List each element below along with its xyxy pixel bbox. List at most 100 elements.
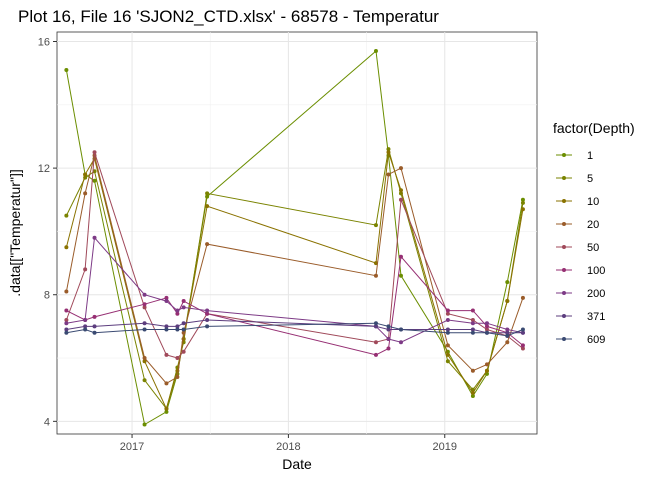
- data-point: [505, 340, 510, 345]
- legend-key-point: [562, 268, 566, 272]
- data-point: [520, 207, 525, 212]
- y-tick-label: 12: [38, 163, 50, 175]
- data-point: [398, 327, 403, 332]
- legend-item: 50: [556, 242, 599, 254]
- data-point: [386, 346, 391, 351]
- data-point: [373, 324, 378, 329]
- data-point: [398, 273, 403, 278]
- data-point: [470, 318, 475, 323]
- legend-item: 5: [556, 173, 593, 185]
- series-layer: [64, 48, 525, 427]
- series-line: [66, 322, 524, 337]
- data-point: [470, 308, 475, 313]
- data-point: [142, 327, 147, 332]
- data-point: [386, 337, 391, 342]
- legend-key-point: [562, 291, 566, 295]
- data-point: [64, 213, 69, 218]
- data-point: [373, 321, 378, 326]
- data-point: [164, 299, 169, 304]
- data-point: [164, 406, 169, 411]
- y-tick-label: 4: [44, 416, 50, 428]
- data-point: [505, 280, 510, 285]
- data-point: [386, 327, 391, 332]
- legend: factor(Depth) 1 5 10 20 50 100 200 371 609: [553, 120, 635, 346]
- data-point: [470, 394, 475, 399]
- data-point: [142, 292, 147, 297]
- chart-title: Plot 16, File 16 'SJON2_CTD.xlsx' - 6857…: [18, 7, 439, 26]
- data-point: [205, 324, 210, 329]
- data-point: [164, 352, 169, 357]
- series-line: [66, 236, 524, 343]
- data-point: [83, 318, 88, 323]
- data-point: [83, 267, 88, 272]
- data-point: [398, 166, 403, 171]
- data-point: [205, 204, 210, 209]
- x-tick-label: 2019: [433, 441, 457, 453]
- axis-ticks: 2017 2018 2019 4 8 12 16: [38, 36, 457, 453]
- data-point: [520, 327, 525, 332]
- data-point: [164, 295, 169, 300]
- data-point: [470, 330, 475, 335]
- data-point: [520, 295, 525, 300]
- data-point: [484, 324, 489, 329]
- data-point: [175, 375, 180, 380]
- data-point: [484, 368, 489, 373]
- data-point: [484, 327, 489, 332]
- x-axis-label: Date: [282, 456, 312, 472]
- data-point: [64, 308, 69, 313]
- data-point: [83, 324, 88, 329]
- legend-label: 20: [587, 219, 599, 231]
- data-point: [181, 330, 186, 335]
- data-point: [64, 318, 69, 323]
- data-point: [520, 197, 525, 202]
- data-point: [373, 352, 378, 357]
- y-tick-label: 8: [44, 290, 50, 302]
- data-point: [505, 299, 510, 304]
- series-line: [65, 155, 524, 385]
- data-point: [164, 324, 169, 329]
- data-point: [175, 308, 180, 313]
- data-point: [181, 299, 186, 304]
- data-point: [164, 409, 169, 414]
- data-point: [520, 346, 525, 351]
- legend-label: 50: [587, 242, 599, 254]
- data-point: [470, 368, 475, 373]
- data-point: [181, 305, 186, 310]
- plot-panel: [56, 31, 538, 435]
- legend-item: 609: [556, 334, 605, 346]
- data-point: [64, 327, 69, 332]
- data-point: [142, 356, 147, 361]
- data-point: [484, 330, 489, 335]
- legend-key-point: [562, 222, 566, 226]
- data-point: [398, 188, 403, 193]
- legend-title: factor(Depth): [553, 120, 635, 136]
- data-point: [445, 327, 450, 332]
- data-point: [398, 340, 403, 345]
- legend-item: 1: [556, 150, 593, 162]
- data-point: [92, 324, 97, 329]
- data-point: [445, 330, 450, 335]
- data-point: [373, 340, 378, 345]
- data-point: [64, 67, 69, 72]
- series-line: [65, 148, 524, 410]
- data-point: [181, 321, 186, 326]
- data-point: [175, 311, 180, 316]
- legend-label: 100: [587, 265, 605, 277]
- legend-key-point: [562, 199, 566, 203]
- data-point: [64, 245, 69, 250]
- data-point: [205, 318, 210, 323]
- legend-key-point: [562, 337, 566, 341]
- data-point: [484, 321, 489, 326]
- series-line: [66, 255, 524, 356]
- x-tick-label: 2017: [120, 441, 144, 453]
- data-point: [470, 327, 475, 332]
- data-point: [505, 333, 510, 338]
- data-point: [205, 242, 210, 247]
- data-point: [142, 321, 147, 326]
- data-point: [398, 197, 403, 202]
- data-point: [83, 327, 88, 332]
- legend-item: 10: [556, 196, 599, 208]
- data-point: [175, 327, 180, 332]
- legend-item: 200: [556, 288, 605, 300]
- data-point: [175, 324, 180, 329]
